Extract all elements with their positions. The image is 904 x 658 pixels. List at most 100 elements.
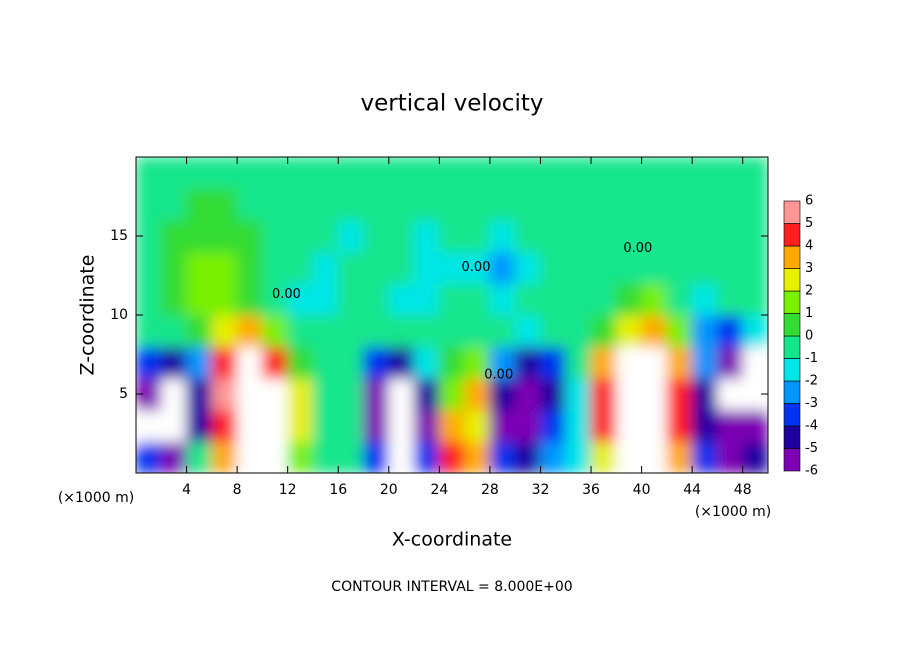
field-cell [615, 251, 643, 284]
field-cell [464, 188, 491, 221]
field-cell [514, 157, 541, 190]
y-axis-label: Z-coordinate [77, 255, 99, 376]
field-cell [312, 440, 339, 473]
field-cell [615, 377, 643, 411]
field-cell [236, 377, 263, 411]
field-cell [464, 314, 491, 348]
colorbar-label: -6 [805, 464, 818, 479]
overlay: 4 8 12 16 20 24 28 32 36 40 44 48510150.000.000.000… [110, 156, 818, 498]
field-cell [337, 377, 365, 411]
field-cell [363, 219, 390, 253]
field-cell [615, 188, 643, 221]
field-cell [211, 409, 238, 442]
field-cell [413, 346, 440, 379]
field-cell [691, 440, 718, 473]
field-cell [590, 157, 617, 190]
field-cell [666, 157, 693, 190]
field-cell [261, 188, 289, 221]
field-cell [413, 409, 440, 442]
field-cell [388, 188, 415, 221]
field-cell [742, 314, 768, 348]
field-cell [438, 409, 466, 442]
field-cell [565, 219, 592, 253]
field-cell [615, 157, 643, 190]
field-cell [590, 188, 617, 221]
field-cell [641, 314, 668, 348]
field-cell [489, 346, 516, 379]
field-cell [337, 157, 365, 190]
field-cell [489, 219, 516, 253]
field-cell [363, 251, 390, 284]
field-cell [641, 188, 668, 221]
field-cell [413, 219, 440, 253]
field-cell [388, 314, 415, 348]
field-cell [186, 188, 213, 221]
field-cell [539, 440, 567, 473]
field-cell [160, 409, 188, 442]
field-cell [337, 188, 365, 221]
field-cell [438, 282, 466, 316]
colorbar-label: 0 [805, 329, 813, 344]
field-cell [716, 440, 744, 473]
field-cell [464, 219, 491, 253]
field-cell [742, 251, 768, 284]
field-cell [691, 377, 718, 411]
field-cell [287, 409, 314, 442]
colorbar-band [783, 358, 801, 382]
field-cell [363, 346, 390, 379]
field-cell [691, 346, 718, 379]
colorbar-band [783, 290, 801, 314]
field-cell [742, 409, 768, 442]
field-cell [211, 282, 238, 316]
field-cell [514, 219, 541, 253]
field-cell [160, 314, 188, 348]
contour-label: 0.00 [272, 287, 301, 302]
field-cell [287, 314, 314, 348]
colorbar-label: -5 [805, 441, 818, 456]
field-cell [160, 157, 188, 190]
field-cell [489, 251, 516, 284]
field-cell [514, 346, 541, 379]
field-cell [186, 157, 213, 190]
field-cell [489, 409, 516, 442]
field-cell [565, 157, 592, 190]
field-cell [413, 157, 440, 190]
field-cell [539, 188, 567, 221]
x-tick-label: 12 [279, 482, 297, 498]
field-cell [363, 157, 390, 190]
field-cell [716, 251, 744, 284]
field-cell [363, 440, 390, 473]
field-cell [590, 282, 617, 316]
field-cell [716, 188, 744, 221]
field-cell [438, 346, 466, 379]
field-cell [716, 377, 744, 411]
field-cell [489, 282, 516, 316]
x-unit-right: (×1000 m) [695, 504, 771, 520]
field-cell [666, 377, 693, 411]
field-cell [565, 188, 592, 221]
field-cell [590, 440, 617, 473]
colorbar-band [783, 313, 801, 337]
field-cell [716, 282, 744, 316]
field-cell [136, 346, 162, 379]
field-cell [287, 282, 314, 316]
colorbar-band [783, 335, 801, 359]
x-unit-left: (×1000 m) [58, 490, 134, 506]
field-cell [716, 219, 744, 253]
field-cell [287, 188, 314, 221]
field-cell [742, 440, 768, 473]
field-cell [742, 282, 768, 316]
field-cell [136, 157, 162, 190]
field-cell [413, 282, 440, 316]
field-cell [211, 346, 238, 379]
field-cell [337, 219, 365, 253]
field-cell [337, 440, 365, 473]
field-cell [489, 157, 516, 190]
field-cell [691, 188, 718, 221]
field-cell [438, 157, 466, 190]
colorbar-band [783, 380, 801, 404]
colorbar-label: 5 [805, 216, 813, 231]
field-cell [691, 251, 718, 284]
field-cell [186, 314, 213, 348]
